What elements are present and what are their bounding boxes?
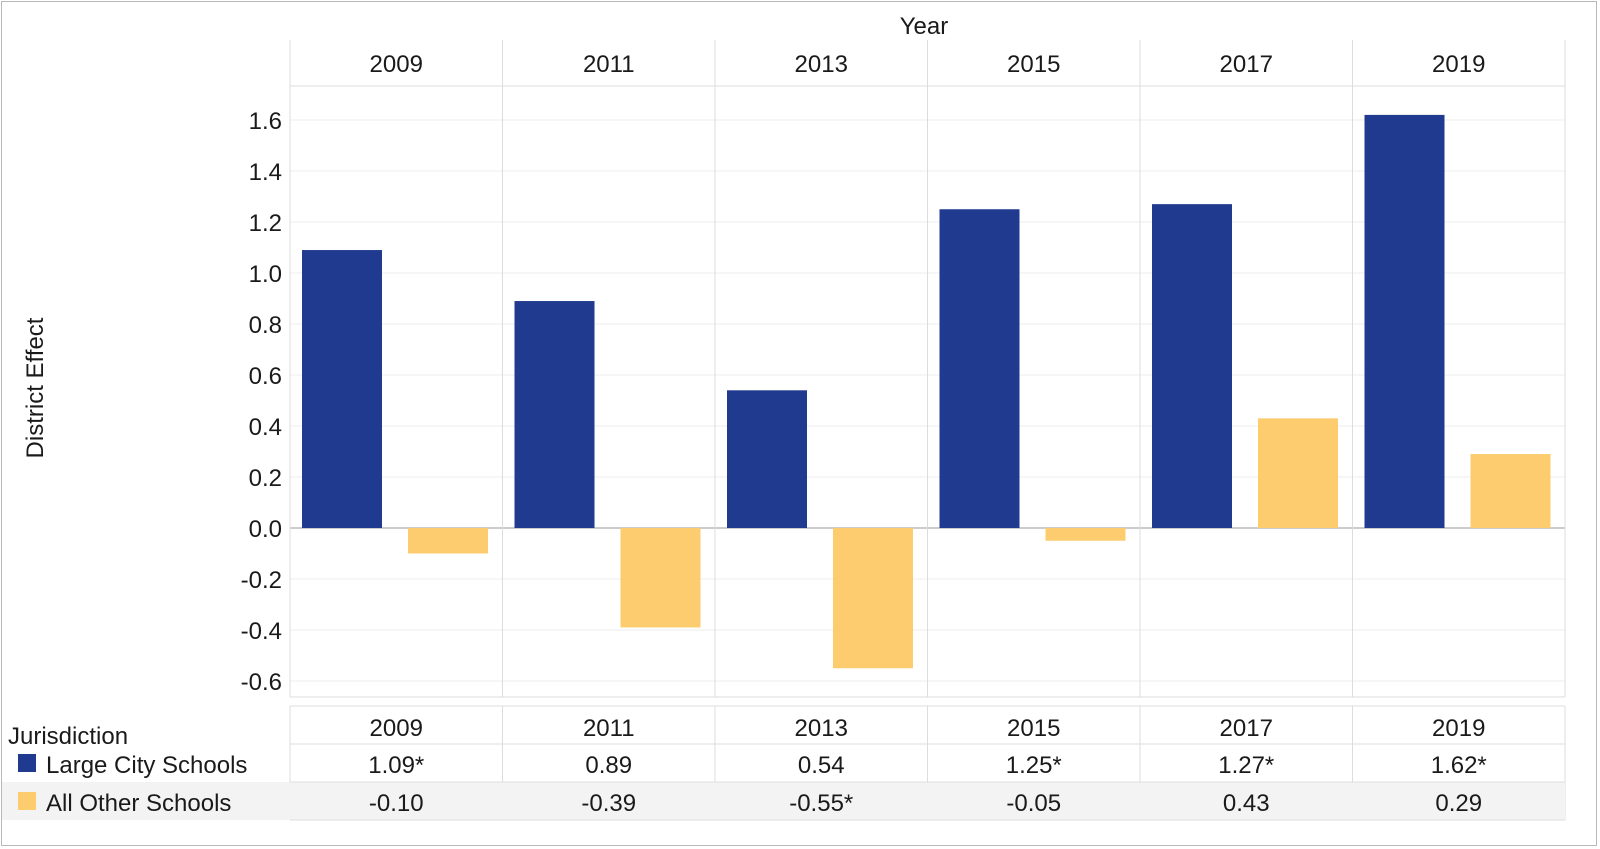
table-row-shade — [2, 782, 1565, 820]
data-label: 1.27* — [1218, 752, 1274, 779]
bars-layer — [302, 114, 1551, 669]
x-tick-label-2009: 2009 — [370, 51, 423, 78]
data-label: 0.43 — [1223, 790, 1270, 817]
data-label: 0.54 — [798, 752, 845, 779]
table-header-year-2013: 2013 — [795, 715, 848, 742]
y-tick-label: 0.4 — [249, 414, 282, 441]
y-tick-label: 1.4 — [249, 159, 282, 186]
grid-layer — [289, 40, 1566, 820]
bar-all-other-schools-2017 — [1258, 418, 1338, 528]
bar-all-other-schools-2019 — [1470, 454, 1551, 528]
bar-all-other-schools-2015 — [1045, 528, 1126, 541]
data-label: 1.09* — [368, 752, 424, 779]
legend-swatch — [18, 792, 36, 810]
x-tick-label-2017: 2017 — [1220, 51, 1273, 78]
x-tick-label-2019: 2019 — [1432, 51, 1485, 78]
y-tick-label: 1.2 — [249, 210, 282, 237]
data-label: -0.05 — [1006, 790, 1061, 817]
bar-all-other-schools-2011 — [620, 528, 701, 628]
legend-label: Large City Schools — [46, 752, 247, 779]
bar-large-city-schools-2009 — [302, 250, 382, 529]
y-axis-label: District Effect — [22, 317, 49, 458]
y-tick-label: 0.0 — [249, 516, 282, 543]
data-label: 0.89 — [585, 752, 632, 779]
bar-large-city-schools-2013 — [727, 390, 807, 528]
data-label: 0.29 — [1435, 790, 1482, 817]
bar-large-city-schools-2011 — [514, 301, 595, 528]
y-tick-label: -0.6 — [241, 669, 282, 696]
x-tick-label-2015: 2015 — [1007, 51, 1060, 78]
bar-large-city-schools-2019 — [1364, 114, 1445, 529]
y-tick-label: 0.6 — [249, 363, 282, 390]
data-label: -0.10 — [369, 790, 424, 817]
data-table: Jurisdiction 2009 2011 2013 2015 2017 2019 Lar… — [2, 705, 1565, 821]
axis-layer: Year District Effect -0.6 -0.4 -0.2 0.0 0.2 0… — [22, 13, 1485, 696]
legend-swatch — [18, 754, 36, 772]
table-header-jurisdiction: Jurisdiction — [8, 723, 128, 750]
y-tick-label: -0.4 — [241, 618, 282, 645]
bar-all-other-schools-2013 — [833, 528, 913, 669]
y-tick-label: -0.2 — [241, 567, 282, 594]
table-header-year-2017: 2017 — [1220, 715, 1273, 742]
y-tick-label: 0.2 — [249, 465, 282, 492]
legend-label: All Other Schools — [46, 790, 231, 817]
x-tick-label-2013: 2013 — [795, 51, 848, 78]
top-axis-label: Year — [900, 13, 949, 40]
bar-all-other-schools-2009 — [408, 528, 488, 554]
data-label: 1.62* — [1431, 752, 1487, 779]
y-tick-label: 0.8 — [249, 312, 282, 339]
data-label: -0.55* — [789, 790, 853, 817]
table-header-year-2011: 2011 — [583, 715, 635, 742]
y-tick-label: 1.0 — [249, 261, 282, 288]
x-tick-label-2011: 2011 — [583, 51, 635, 78]
table-header-year-2019: 2019 — [1432, 715, 1485, 742]
y-tick-label: 1.6 — [249, 108, 282, 135]
data-label: -0.39 — [581, 790, 636, 817]
data-label: 1.25* — [1006, 752, 1062, 779]
bar-large-city-schools-2017 — [1152, 204, 1232, 528]
bar-large-city-schools-2015 — [939, 209, 1020, 528]
table-header-year-2009: 2009 — [370, 715, 423, 742]
table-header-year-2015: 2015 — [1007, 715, 1060, 742]
